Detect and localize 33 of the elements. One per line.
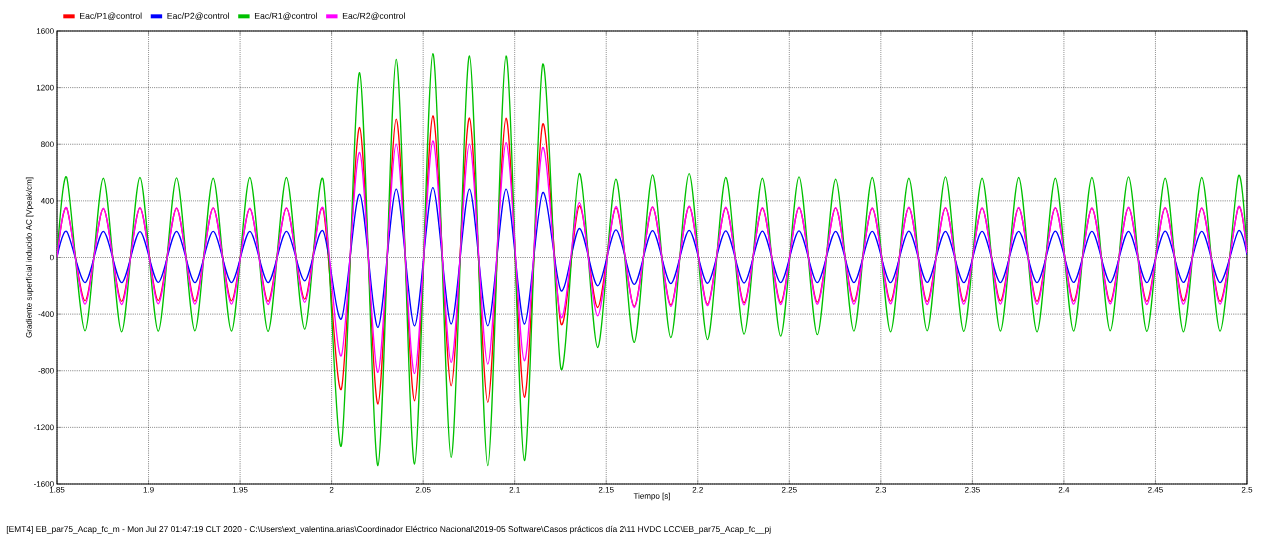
legend-label: Eac/R2@control xyxy=(342,12,405,21)
y-tick-label: 800 xyxy=(41,141,54,148)
x-tick-label: 2.15 xyxy=(598,486,614,493)
line-series xyxy=(57,52,1247,467)
legend-label: Eac/P1@control xyxy=(80,12,142,21)
legend-label: Eac/R1@control xyxy=(254,12,317,21)
x-tick-label: 1.95 xyxy=(232,486,248,493)
x-tick-label: 2.35 xyxy=(964,486,980,493)
y-tick-label: 400 xyxy=(40,198,54,204)
y-tick-label: -1600 xyxy=(33,481,54,487)
x-tick-label: 2.2 xyxy=(692,486,703,493)
y-axis-title: Gradiente superficial inducido AC [Vpeak/cm] xyxy=(25,177,34,338)
text: [EMT4] EB_par75_Acap_fc_m - Mon Jul 27 01:47:19 CLT 2020 - C:\Users\ext_valentina.arias\Coordinador Eléctrico Nacional\2019-05 Software\Casos prácticos día 2\11 HVDC LCC\EB_par75_Acap_fc__pj xyxy=(6,525,771,534)
legend-label: Eac/P2@control xyxy=(167,12,229,21)
x-tick-label: 1.9 xyxy=(143,486,154,493)
x-tick-label: 2.25 xyxy=(781,486,797,493)
x-axis-title: Tiempo [s] xyxy=(633,492,670,501)
y-tick-label: 1200 xyxy=(36,84,54,91)
x-tick-label: 2.5 xyxy=(1241,486,1253,493)
y-tick-label: 0 xyxy=(49,254,54,261)
y-tick-label: 1600 xyxy=(36,28,54,34)
x-tick-label: 2.05 xyxy=(415,486,431,493)
x-tick-label: 1.85 xyxy=(49,486,65,493)
x-tick-label: 2.3 xyxy=(875,486,887,493)
line-series xyxy=(57,140,1247,375)
x-tick-label: 2.4 xyxy=(1058,486,1070,493)
y-tick-label: -1200 xyxy=(33,424,54,431)
x-tick-label: 2 xyxy=(329,486,334,493)
y-tick-label: -800 xyxy=(38,367,54,374)
line-series xyxy=(57,186,1247,329)
x-tick-label: 2.1 xyxy=(509,486,520,493)
x-tick-label: 2.45 xyxy=(1148,486,1163,493)
y-tick-label: -400 xyxy=(38,311,54,317)
